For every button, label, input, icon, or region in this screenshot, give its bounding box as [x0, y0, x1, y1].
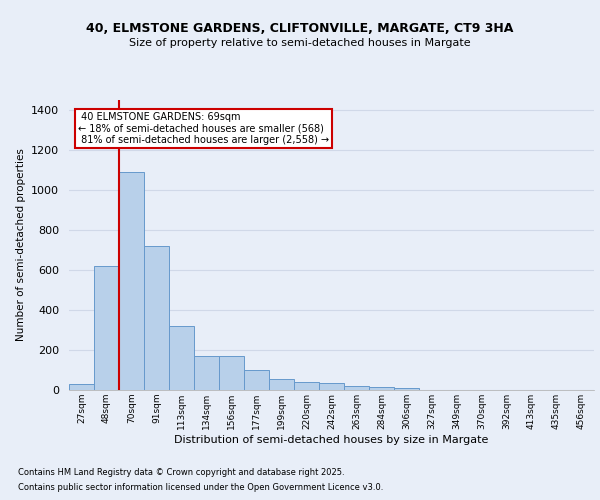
Bar [69, 384, 94, 390]
Bar [169, 326, 194, 390]
Bar [119, 172, 144, 390]
Bar [319, 383, 344, 390]
Bar [394, 388, 419, 390]
Text: 40 ELMSTONE GARDENS: 69sqm
← 18% of semi-detached houses are smaller (568)
 81% : 40 ELMSTONE GARDENS: 69sqm ← 18% of semi… [78, 112, 329, 145]
Bar [269, 379, 294, 390]
Y-axis label: Number of semi-detached properties: Number of semi-detached properties [16, 148, 26, 342]
Bar [244, 370, 269, 390]
Bar [94, 266, 119, 390]
Text: Contains HM Land Registry data © Crown copyright and database right 2025.: Contains HM Land Registry data © Crown c… [18, 468, 344, 477]
Bar [369, 387, 394, 390]
Text: Contains public sector information licensed under the Open Government Licence v3: Contains public sector information licen… [18, 483, 383, 492]
Bar [344, 386, 369, 390]
X-axis label: Distribution of semi-detached houses by size in Margate: Distribution of semi-detached houses by … [175, 434, 488, 444]
Bar [144, 246, 169, 390]
Text: Size of property relative to semi-detached houses in Margate: Size of property relative to semi-detach… [129, 38, 471, 48]
Text: 40, ELMSTONE GARDENS, CLIFTONVILLE, MARGATE, CT9 3HA: 40, ELMSTONE GARDENS, CLIFTONVILLE, MARG… [86, 22, 514, 36]
Bar [219, 356, 244, 390]
Bar [194, 356, 219, 390]
Bar [294, 382, 319, 390]
